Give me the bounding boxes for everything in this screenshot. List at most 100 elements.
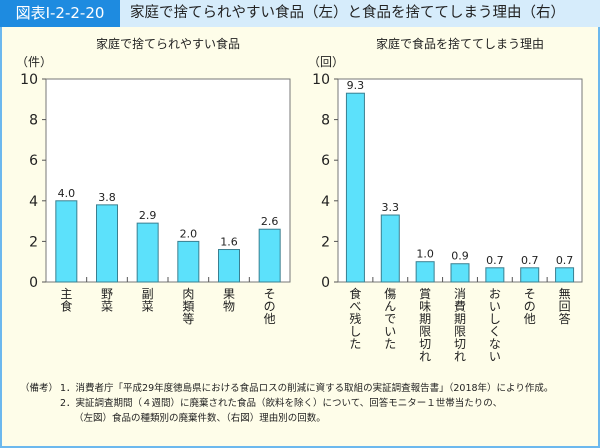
category-label-char: 期: [454, 312, 466, 326]
data-label: 2.6: [261, 215, 279, 228]
category-label-char: 肉: [182, 287, 194, 301]
category-label-char: な: [489, 337, 501, 351]
data-label: 9.3: [347, 79, 365, 92]
y-tick-label: 2: [29, 234, 38, 250]
notes: （備考） 1．消費者庁「平成29年度徳島県における食品ロスの削減に資する取組の実証…: [20, 381, 553, 426]
category-label-char: た: [384, 337, 396, 351]
y-tick-label: 6: [321, 153, 330, 169]
y-tick-label: 0: [29, 275, 38, 291]
figure-id: 図表Ⅰ-2-2-20: [0, 0, 120, 27]
category-label-char: 他: [524, 312, 536, 326]
bar: [96, 204, 118, 283]
category-label-char: の: [524, 300, 536, 314]
data-label: 0.7: [521, 254, 539, 267]
category-label-char: 果: [223, 287, 235, 301]
category-label-char: の: [264, 300, 276, 314]
category-label-char: 期: [419, 312, 431, 326]
y-axis-unit: （件）: [16, 55, 52, 69]
data-label: 2.0: [180, 227, 198, 240]
y-tick-label: 8: [321, 113, 330, 129]
data-label: 0.7: [556, 254, 574, 267]
category-label-char: 賞: [419, 287, 431, 301]
category-label-char: 食: [349, 286, 361, 301]
category-label-char: 答: [559, 311, 571, 326]
data-label: 2.9: [139, 209, 157, 222]
y-tick-label: 2: [321, 234, 330, 250]
category-label-char: た: [349, 337, 361, 351]
category-label-char: 野: [101, 287, 113, 301]
data-label: 3.8: [98, 191, 116, 204]
category-label-char: 限: [419, 325, 431, 339]
y-axis-unit: （回）: [308, 55, 344, 69]
category-label-char: 食: [60, 299, 72, 314]
bar: [450, 263, 470, 283]
note-3: （左図）食品の種類別の廃棄件数、（右図）理由別の回数。: [74, 413, 326, 424]
y-tick-label: 8: [29, 113, 38, 129]
data-label: 1.0: [416, 248, 434, 261]
category-label-char: し: [349, 325, 361, 339]
category-label-char: ん: [384, 300, 396, 314]
y-tick-label: 6: [29, 153, 38, 169]
category-label-char: 切: [419, 337, 431, 351]
category-label-char: れ: [419, 350, 431, 364]
data-label: 4.0: [58, 187, 76, 200]
data-label: 0.7: [486, 254, 504, 267]
y-tick-label: 4: [29, 194, 38, 210]
category-label-char: そ: [524, 287, 536, 301]
bar: [55, 200, 78, 283]
category-label-char: で: [384, 312, 396, 326]
category-label-char: 主: [60, 287, 72, 301]
category-label-char: 味: [419, 300, 431, 314]
figure-header: 図表Ⅰ-2-2-20 家庭で捨てられやすい食品（左）と食品を捨ててしまう理由（右…: [0, 0, 600, 27]
data-label: 0.9: [451, 250, 469, 263]
plot-area: [45, 78, 291, 283]
category-label-char: 無: [559, 286, 571, 301]
data-label: 1.6: [220, 236, 238, 249]
y-tick-label: 4: [321, 194, 330, 210]
category-label-char: そ: [264, 287, 276, 301]
bar: [520, 267, 540, 283]
note-2: 2．実証調査期間（４週間）に廃棄された食品（飲料を除く）について、回答モニター１…: [60, 398, 503, 409]
category-label-char: し: [489, 312, 501, 326]
data-label: 3.3: [382, 201, 400, 214]
category-label-char: 物: [223, 300, 235, 314]
category-label-char: 菜: [142, 300, 154, 314]
bar: [485, 267, 505, 283]
category-label-char: 菜: [101, 300, 113, 314]
category-label-char: く: [489, 325, 501, 339]
category-label-char: 残: [349, 312, 361, 326]
y-tick-label: 10: [312, 72, 330, 88]
category-label-char: 副: [142, 287, 154, 301]
category-label-char: 消: [454, 287, 466, 301]
chart-title: 家庭で食品を捨ててしまう理由: [376, 36, 544, 51]
category-label-char: 他: [264, 312, 276, 326]
category-label-char: 傷: [384, 286, 396, 301]
notes-label: （備考）: [20, 383, 59, 394]
bar: [345, 92, 365, 283]
bar: [136, 222, 159, 283]
bar: [415, 261, 435, 283]
y-tick-label: 10: [20, 72, 38, 88]
plot-area: [337, 78, 583, 283]
category-label-char: 限: [454, 325, 466, 339]
category-label-char: 回: [559, 300, 571, 314]
bar: [380, 214, 400, 283]
category-label-char: お: [489, 287, 501, 301]
category-label-char: 類: [182, 300, 194, 314]
bar: [177, 240, 200, 283]
y-tick-label: 0: [321, 275, 330, 291]
category-label-char: れ: [454, 350, 466, 364]
note-1: 1．消費者庁「平成29年度徳島県における食品ロスの削減に資する取組の実証調査報告…: [60, 383, 554, 394]
category-label-char: べ: [349, 300, 361, 314]
figure-title: 家庭で捨てられやすい食品（左）と食品を捨ててしまう理由（右）: [130, 5, 565, 21]
bar: [258, 228, 281, 283]
category-label-char: い: [489, 350, 501, 364]
category-label-char: 費: [454, 299, 466, 314]
category-label-char: 切: [454, 337, 466, 351]
category-label-char: い: [384, 325, 396, 339]
chart-title: 家庭で捨てられやすい食品: [96, 36, 240, 51]
bar: [555, 267, 575, 283]
category-label-char: 等: [182, 312, 194, 326]
category-label-char: い: [489, 300, 501, 314]
